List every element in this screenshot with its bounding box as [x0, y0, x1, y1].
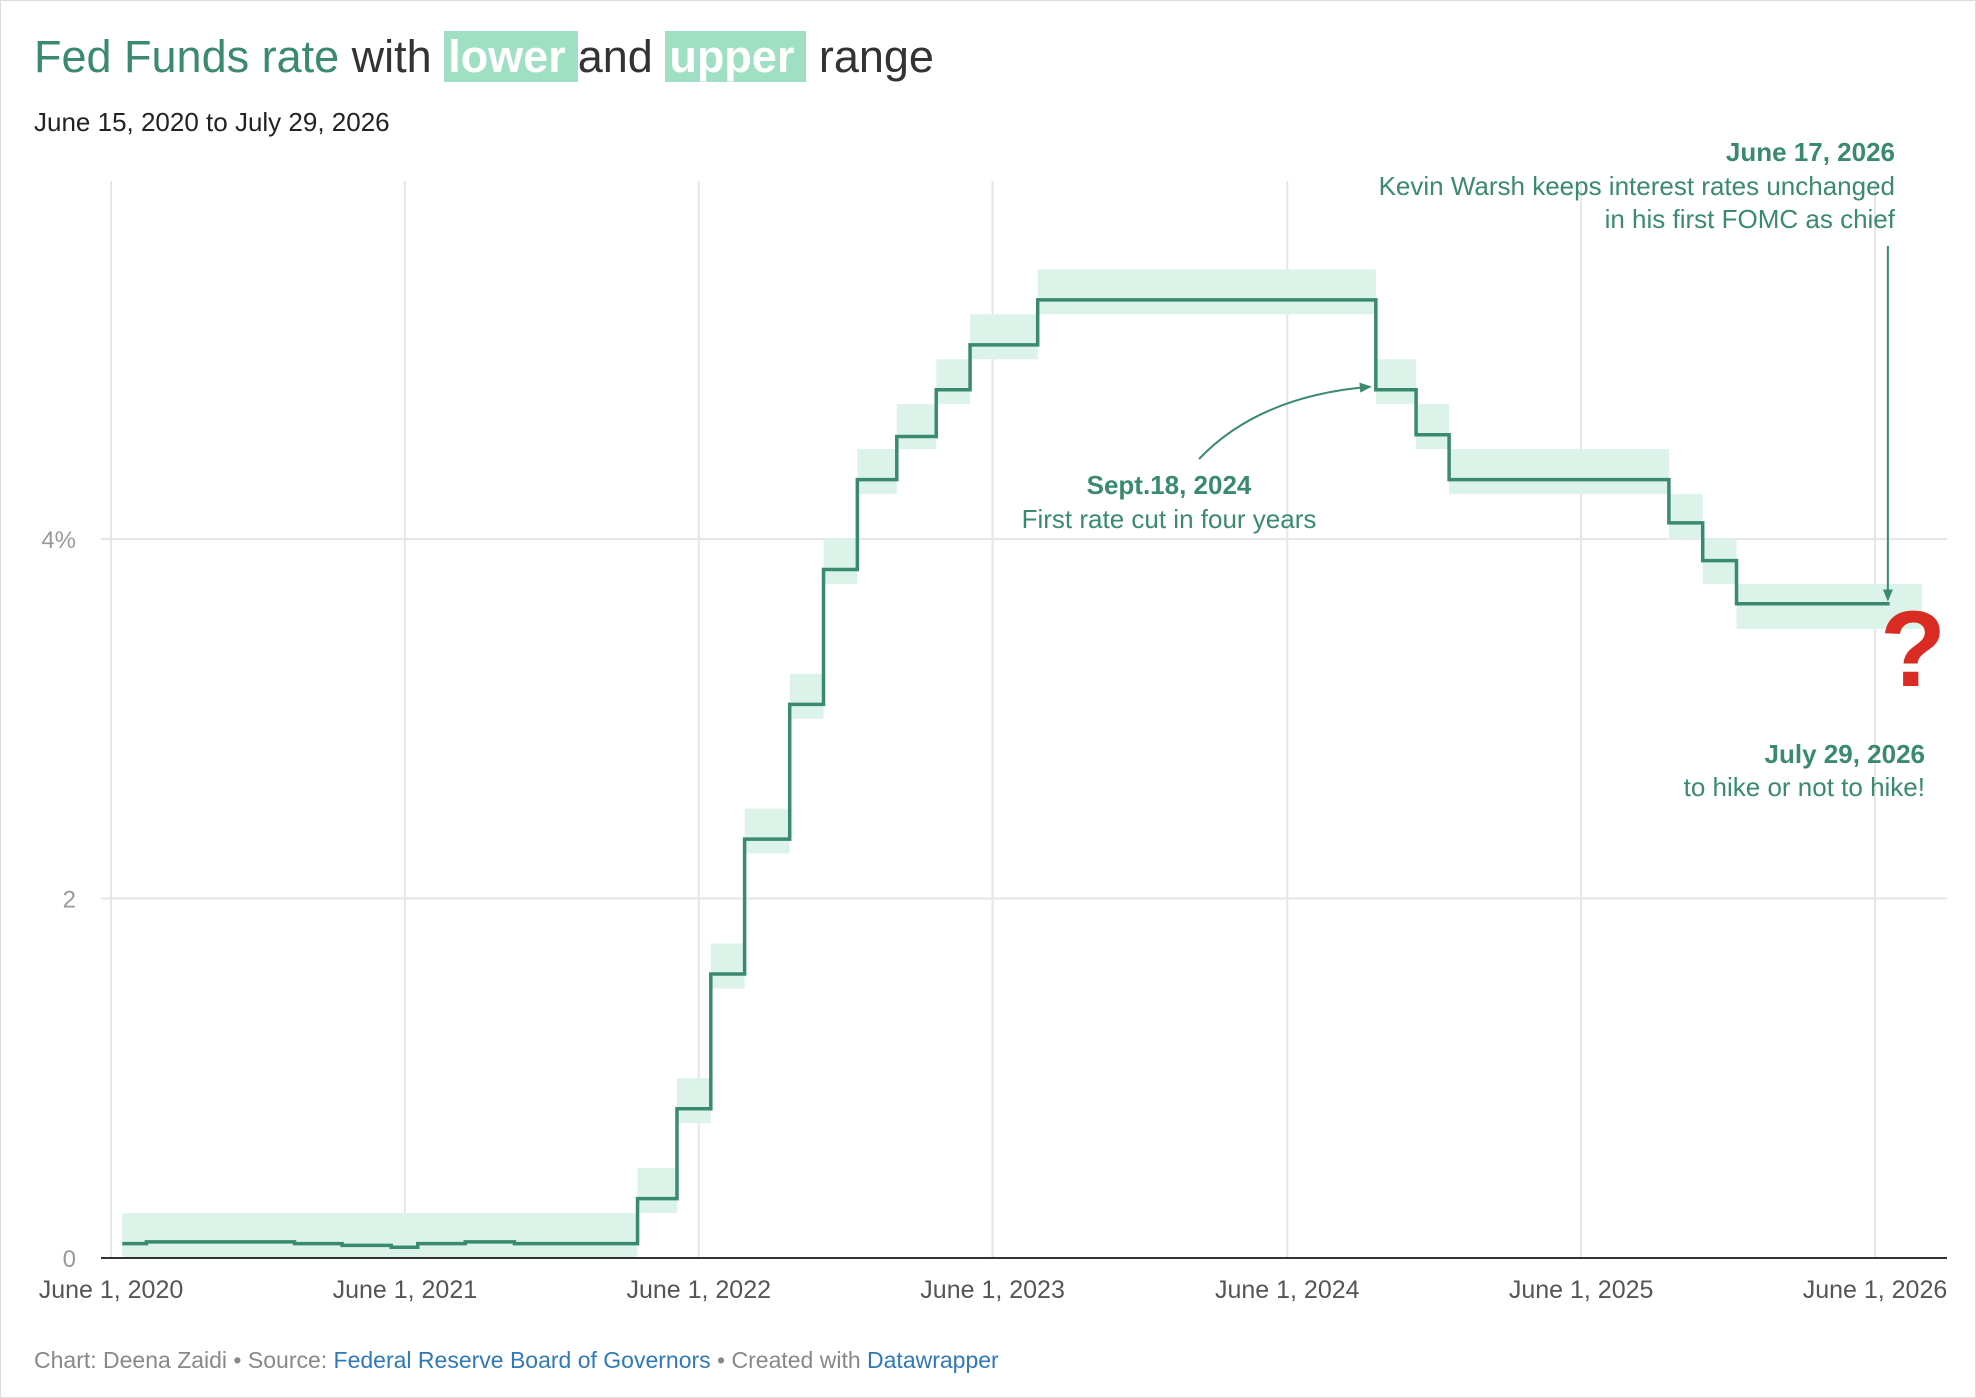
annotation-first-cut-arrow: [1198, 382, 1372, 460]
x-tick-label: June 1, 2024: [1215, 1276, 1360, 1304]
range-band: [1037, 269, 1376, 315]
footer-created-label: Created with: [731, 1347, 868, 1373]
range-band: [1668, 494, 1703, 539]
title-lower-highlight: lower: [444, 31, 578, 82]
x-tick-label: June 1, 2021: [333, 1276, 478, 1304]
range-band: [676, 1078, 711, 1124]
title-upper-highlight: upper: [665, 31, 807, 82]
y-tick-label: 2: [63, 887, 76, 914]
range-band: [122, 1213, 638, 1258]
footer-author: Chart: Deena Zaidi: [34, 1347, 228, 1373]
range-band: [637, 1168, 677, 1214]
range-band-layer: [122, 269, 1922, 1258]
title-and: and: [577, 31, 666, 82]
grid-layer: [101, 181, 1947, 1258]
range-band: [789, 673, 824, 719]
range-band: [1449, 449, 1669, 495]
annotation-july-decision: ? July 29, 2026 to hike or not to hike!: [1684, 588, 1946, 802]
annotation-first-cut-date: Sept.18, 2024: [1087, 470, 1252, 500]
footer-separator: •: [227, 1347, 248, 1373]
footer-separator: •: [710, 1347, 732, 1373]
x-tick-label: June 1, 2020: [39, 1276, 184, 1304]
title-range: range: [806, 31, 934, 82]
range-band: [896, 404, 937, 450]
annotation-july-date: July 29, 2026: [1765, 739, 1925, 769]
annotation-first-cut-text: First rate cut in four years: [1022, 504, 1317, 534]
annotation-warsh-text-line2: in his first FOMC as chief: [1605, 204, 1896, 234]
annotation-warsh-text-line1: Kevin Warsh keeps interest rates unchang…: [1379, 171, 1895, 201]
footer-source-link[interactable]: Federal Reserve Board of Governors: [333, 1347, 711, 1373]
annotation-warsh-date: June 17, 2026: [1726, 137, 1895, 167]
annotation-warsh: June 17, 2026 Kevin Warsh keeps interest…: [1379, 137, 1896, 602]
x-tick-label: June 1, 2022: [626, 1276, 771, 1304]
y-tick-label: 0: [63, 1246, 76, 1273]
title-fed-funds: Fed Funds rate: [34, 31, 340, 82]
range-band: [970, 314, 1038, 360]
annotation-first-cut: Sept.18, 2024 First rate cut in four yea…: [1022, 382, 1372, 534]
range-band: [744, 808, 790, 854]
footer-datawrapper-link[interactable]: Datawrapper: [867, 1347, 999, 1373]
chart-subtitle: June 15, 2020 to July 29, 2026: [34, 107, 390, 137]
x-tick-label: June 1, 2026: [1803, 1276, 1948, 1304]
axis-layer: 0 2 4% June 1, 2020 June 1, 2021 June 1, 2022…: [39, 527, 1948, 1304]
range-band: [1416, 404, 1450, 450]
footer-source-label: Source:: [247, 1347, 334, 1373]
range-band: [1375, 359, 1417, 405]
rate-line-layer: [122, 298, 1890, 1249]
question-mark-icon: ?: [1880, 588, 1946, 709]
range-band: [823, 539, 858, 584]
range-band: [936, 359, 971, 405]
y-tick-label: 4%: [41, 527, 76, 554]
chart-footer: Chart: Deena Zaidi • Source: Federal Res…: [34, 1347, 999, 1374]
range-band: [710, 943, 745, 989]
x-tick-label: June 1, 2025: [1509, 1276, 1654, 1304]
annotation-july-text: to hike or not to hike!: [1684, 772, 1925, 802]
x-tick-label: June 1, 2023: [920, 1276, 1065, 1304]
range-band: [857, 449, 897, 495]
chart-title: Fed Funds rate with lower and upper range: [34, 23, 934, 91]
title-with: with: [339, 31, 445, 82]
fed-funds-rate-line: [122, 298, 1890, 1249]
